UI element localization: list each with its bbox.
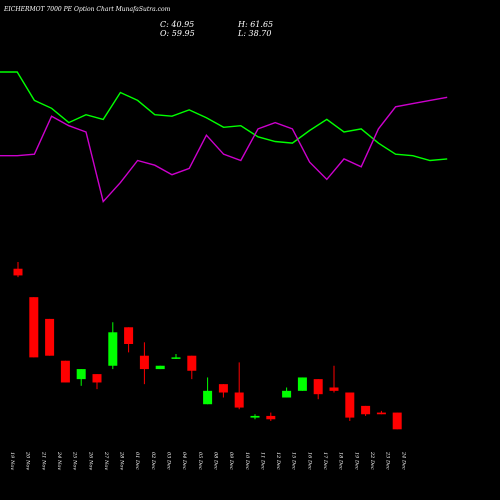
indicator-line-1 — [0, 71, 448, 162]
x-tick-label: 21 Nov — [40, 451, 46, 470]
x-tick-label: 11 Dec — [259, 452, 265, 470]
candle-body — [108, 332, 118, 366]
candle-body — [29, 297, 39, 358]
candle-body — [250, 415, 260, 418]
x-tick-label: 26 Nov — [87, 451, 93, 470]
x-tick-label: 19 Nov — [9, 452, 15, 470]
candle-body — [155, 365, 165, 370]
candle — [171, 354, 181, 360]
x-tick-label: 01 Dec — [134, 452, 140, 470]
x-tick-label: 04 Dec — [181, 452, 187, 470]
candle-body — [76, 369, 86, 380]
candle-body — [282, 390, 292, 398]
x-tick-label: 15 Dec — [291, 452, 297, 470]
candle — [329, 365, 339, 393]
candle-body — [139, 355, 149, 370]
candle-body — [203, 390, 213, 405]
candle — [282, 387, 292, 398]
candle — [108, 322, 118, 370]
candle — [124, 327, 134, 353]
candle-body — [171, 357, 181, 359]
open-value: O: 59.95 — [160, 29, 195, 38]
high-value: H: 61.65 — [238, 20, 274, 29]
candle — [155, 365, 165, 370]
x-tick-label: 23 Dec — [385, 451, 391, 470]
candle-body — [187, 355, 197, 371]
candle-body — [345, 392, 355, 418]
candle-body — [329, 387, 339, 391]
candle — [297, 377, 307, 391]
candle-body — [392, 412, 402, 430]
candlesticks — [13, 262, 402, 430]
candle — [76, 369, 86, 386]
candle — [361, 405, 371, 416]
x-tick-label: 22 Dec — [369, 451, 375, 470]
candle — [234, 362, 244, 410]
x-tick-label: 17 Dec — [322, 452, 328, 470]
candle — [45, 318, 55, 356]
candle-body — [13, 268, 23, 276]
candle-body — [60, 360, 70, 383]
candle — [139, 342, 149, 385]
candle — [313, 379, 323, 400]
x-tick-label: 05 Dec — [197, 452, 203, 470]
candle — [13, 262, 23, 278]
low-value: L: 38.70 — [238, 29, 272, 38]
x-tick-label: 02 Dec — [150, 452, 156, 470]
candle-body — [218, 384, 228, 393]
candle — [92, 374, 102, 390]
x-tick-label: 12 Dec — [275, 452, 281, 470]
candle — [218, 384, 228, 398]
candle-body — [234, 392, 244, 408]
x-tick-label: 24 Dec — [400, 451, 406, 470]
x-tick-label: 24 Nov — [56, 451, 62, 470]
x-tick-label: 18 Dec — [338, 452, 344, 470]
candle-body — [266, 415, 276, 420]
x-tick-label: 03 Dec — [166, 452, 172, 470]
candle-body — [45, 318, 55, 356]
candle-body — [361, 405, 371, 415]
x-tick-label: 19 Dec — [353, 452, 359, 470]
x-tick-label: 20 Nov — [25, 451, 31, 470]
candle-body — [297, 377, 307, 391]
candle-body — [313, 379, 323, 395]
x-tick-label: 25 Nov — [72, 451, 78, 470]
candle-body — [376, 412, 386, 415]
x-tick-label: 10 Dec — [244, 452, 250, 470]
close-value: C: 40.95 — [160, 20, 195, 29]
indicator-line-2 — [0, 96, 448, 204]
candle — [60, 360, 70, 383]
x-axis-tick-labels: 19 Nov 20 Nov 21 Nov 24 Nov 25 Nov 26 Nov 27 N… — [9, 451, 406, 470]
x-tick-label: 09 Dec — [228, 452, 234, 470]
x-tick-label: 27 Nov — [103, 451, 109, 470]
candle — [203, 377, 213, 405]
chart-title: EICHERMOT 7000 PE Option Chart MunafaSut… — [4, 6, 171, 13]
candle — [29, 297, 39, 358]
candle — [187, 355, 197, 380]
candle-body — [92, 374, 102, 383]
candle-body — [124, 327, 134, 344]
candle — [266, 412, 276, 421]
candle — [250, 414, 260, 420]
candle — [392, 412, 402, 430]
x-tick-label: 08 Dec — [212, 452, 218, 470]
candle — [345, 392, 355, 421]
x-tick-label: 28 Nov — [119, 451, 125, 470]
indicator-lines — [0, 71, 448, 204]
x-tick-label: 16 Dec — [306, 452, 312, 470]
candle — [376, 410, 386, 415]
